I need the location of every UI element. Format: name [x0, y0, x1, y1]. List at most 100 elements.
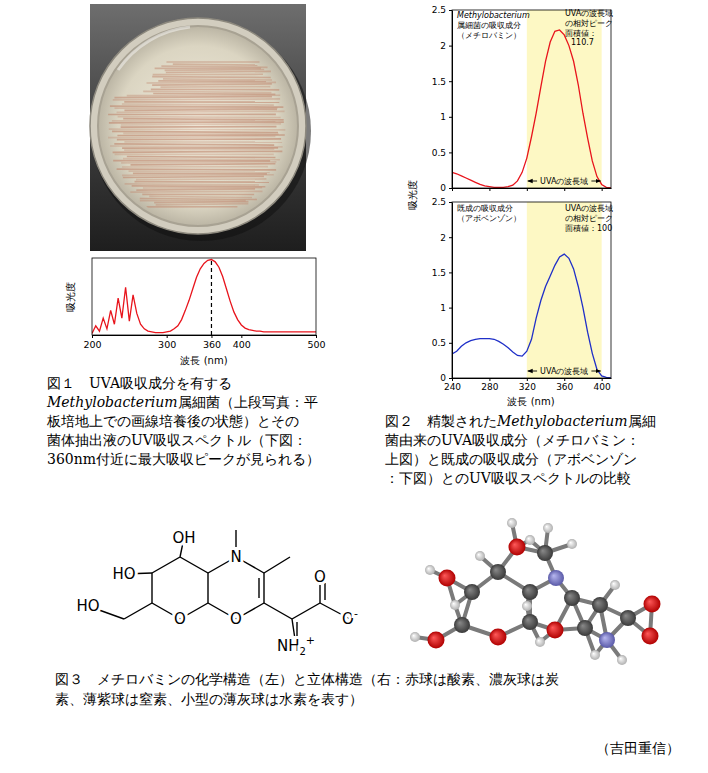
tick-mark — [449, 81, 452, 82]
atom-ball — [547, 622, 564, 639]
tick-label: 320 — [519, 382, 536, 392]
streak — [149, 196, 252, 197]
caption-text: 360nm付近に最大吸収ピークが見られる） — [47, 451, 320, 467]
axis-line — [452, 11, 453, 189]
streak — [110, 106, 283, 107]
dish-rim — [90, 18, 306, 234]
streak — [110, 145, 283, 148]
tick-mark — [241, 335, 242, 338]
tick-mark — [449, 152, 452, 153]
photo — [90, 4, 311, 251]
annotation: 属細菌の吸収成分 — [457, 21, 521, 30]
streak — [123, 176, 264, 177]
streak — [118, 116, 281, 119]
tick-mark — [602, 188, 603, 191]
caption-line: ：下図）とのUV吸収スペクトルの比較 — [385, 470, 631, 486]
caption-line: 素、薄紫球は窒素、小型の薄灰球は水素を表す） — [55, 691, 363, 707]
tick-label: 0 — [440, 183, 446, 193]
annotation: （アボベンゾン） — [457, 214, 521, 223]
atom-ball — [454, 617, 470, 633]
atom-ball — [428, 632, 445, 649]
streak — [129, 171, 270, 172]
tick: 0 — [440, 183, 452, 193]
tick-label: 1 — [440, 303, 446, 313]
bond — [152, 557, 180, 573]
band-label: UVAの波長域 — [540, 367, 588, 376]
streak — [124, 149, 274, 150]
axis: 240 280 320 360 400 — [444, 378, 612, 392]
caption-text: 属細 — [628, 413, 656, 429]
atom-ball — [509, 539, 526, 556]
streak — [156, 204, 249, 205]
axis-line — [93, 335, 317, 336]
atom-label: N — [230, 548, 241, 566]
atom-subscript: 2 — [299, 646, 305, 657]
plot-frame — [92, 258, 316, 335]
atom-ball — [525, 535, 535, 545]
tick: 360 — [203, 335, 221, 350]
tick-mark — [449, 237, 452, 238]
tick-label: 2 — [440, 41, 446, 51]
axis: 00.511.522.5 — [432, 197, 453, 383]
streak — [112, 131, 278, 132]
annotation: UVAの波長域 — [565, 9, 613, 18]
streak — [142, 193, 254, 195]
tick-mark — [602, 378, 603, 381]
annotation: 面積値： — [565, 29, 597, 38]
caption-text: 菌由来のUVA吸収成分（メチロバミン： — [385, 432, 640, 448]
tick: 280 — [481, 378, 498, 392]
streak — [123, 159, 280, 160]
spectrum-line — [452, 30, 611, 188]
caption-line: Methylobacterium属細菌（上段写真：平 — [46, 394, 318, 410]
caption-text: 板培地上での画線培養後の状態）とその — [46, 413, 299, 429]
streak — [147, 206, 238, 208]
annotation: UVAの波長域 — [565, 204, 613, 213]
caption-line: 上図）と既成の吸収成分（アボベンゾン — [385, 451, 637, 467]
tick — [527, 188, 528, 191]
streak — [114, 144, 274, 145]
atom-symbol: N — [230, 548, 241, 566]
atom-symbol: O — [314, 568, 326, 586]
tick: 400 — [594, 378, 611, 392]
streak — [127, 157, 276, 158]
tick-label: 360 — [556, 382, 573, 392]
tick-mark — [449, 46, 452, 47]
streak — [115, 154, 274, 156]
tick: 320 — [519, 378, 536, 392]
tick-mark — [449, 272, 452, 273]
glare — [118, 27, 190, 70]
streak — [108, 113, 276, 115]
tick-label: 1 — [440, 112, 446, 122]
atom-ball — [577, 620, 593, 636]
tick-mark — [449, 10, 452, 11]
annotation: の相対ピーク — [565, 19, 613, 28]
annotation: Methylobacterium — [457, 11, 530, 20]
streak — [121, 124, 281, 125]
tick-label: 240 — [444, 382, 461, 392]
tick-label: 0.5 — [432, 148, 446, 158]
atom-ball — [410, 632, 420, 642]
streak — [154, 202, 248, 203]
bond — [124, 603, 152, 619]
atom-ball — [490, 564, 506, 580]
tick-label: 280 — [481, 382, 498, 392]
caption-line: 板培地上での画線培養後の状態）とその — [46, 413, 299, 429]
streaks — [108, 62, 285, 207]
caption-line: 360nm付近に最大吸収ピークが見られる） — [47, 451, 320, 467]
tick: 1 — [440, 303, 452, 313]
atom-ball — [507, 518, 517, 528]
tick-mark — [527, 378, 528, 381]
streak — [132, 185, 266, 187]
atom-label: OH — [172, 529, 195, 547]
tick: 0.5 — [432, 338, 452, 348]
tick-mark — [489, 188, 490, 191]
atom-charge: - — [354, 607, 358, 620]
band-arrow — [528, 181, 537, 182]
annotation: 110.7 — [571, 38, 594, 47]
tick: 300 — [158, 335, 176, 350]
band-arrow — [528, 371, 537, 372]
tick: 0 — [440, 373, 452, 383]
x-axis-title: 波長 (nm) — [180, 355, 227, 366]
axis-line — [453, 188, 612, 189]
axis: 00.511.522.5 — [432, 5, 453, 193]
